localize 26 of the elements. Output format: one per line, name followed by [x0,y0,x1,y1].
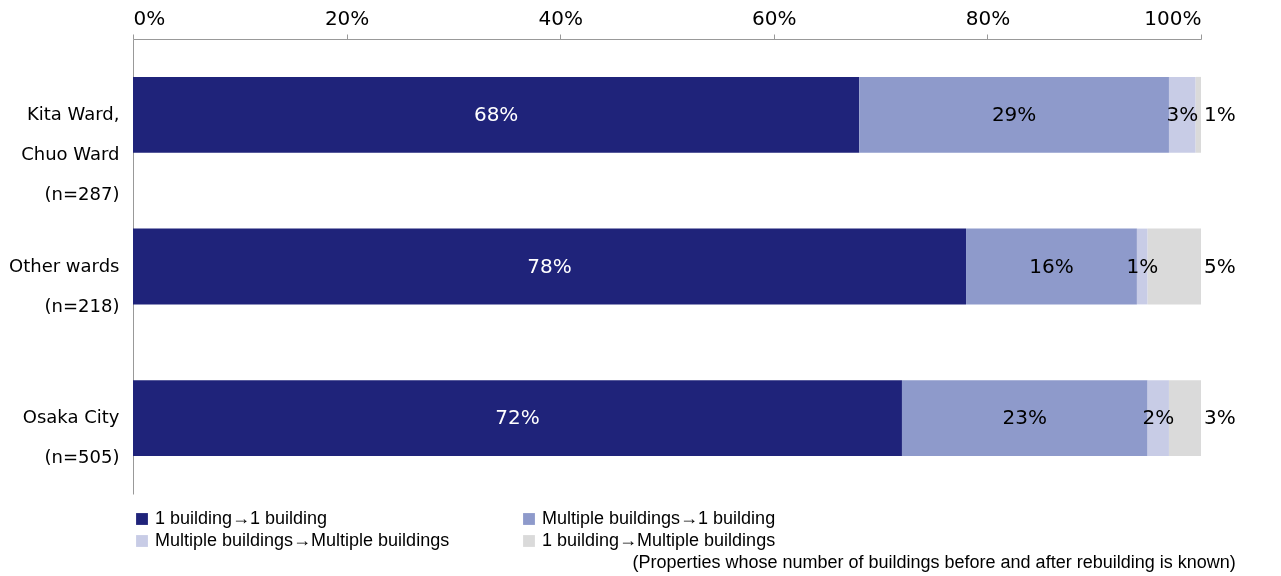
data-label: 29% [991,101,1037,126]
data-label: 68% [473,101,519,126]
text: (Properties whose number of buildings before and after rebuilding is known) [632,552,1236,572]
data-label: 23% [1002,405,1048,430]
data-label: 3% [1166,101,1199,126]
x-tick-label: 0% [133,5,166,30]
data-label: 1% [1204,101,1236,126]
data-label: 3% [1204,405,1236,430]
data-label: 78% [527,253,572,278]
y-tick-label: Osaka City (n=505) [22,406,120,468]
data-label: 16% [1029,253,1074,278]
data-label: 5% [1204,253,1236,278]
x-tick-label: 40% [538,5,583,30]
x-tick-label: 20% [324,5,370,30]
data-label: 1% [1126,253,1159,278]
x-tick-label: 80% [965,5,1011,30]
y-tick-label: Kita Ward, Chuo Ward (n=287) [21,102,120,204]
legend-label: Multiple buildings→1 building [542,508,776,528]
legend-label: Multiple buildings→Multiple buildings [155,530,450,550]
x-tick-label: 60% [752,5,797,30]
legend-label: 1 building→Multiple buildings [542,530,776,550]
y-tick-label: Other wards (n=218) [9,254,120,316]
x-tick-label: 100% [1144,5,1202,30]
data-label: 2% [1142,405,1175,430]
legend-label: 1 building→1 building [155,508,328,528]
data-label: 72% [495,405,540,430]
